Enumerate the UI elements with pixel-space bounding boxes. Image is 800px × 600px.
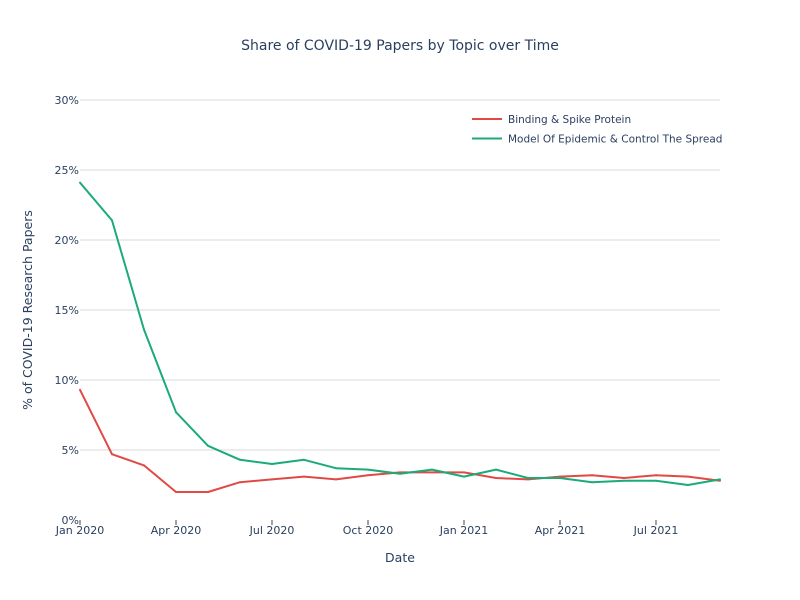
data-point[interactable] [495,468,497,471]
y-tick-label: 15% [55,304,79,317]
y-axis-ticks: 0% 5% 10% 15% 20% 25% 30% [55,94,79,527]
chart-title: Share of COVID-19 Papers by Topic over T… [241,38,559,54]
y-tick-label: 0% [62,514,79,527]
x-tick-label: Jul 2020 [249,524,295,537]
legend-label: Model Of Epidemic & Control The Spread [508,134,722,146]
x-tick-label: Jan 2021 [439,524,488,537]
series-line-2[interactable] [79,181,721,486]
data-point[interactable] [239,458,241,461]
data-point[interactable] [591,474,593,477]
data-point[interactable] [79,388,81,391]
data-point[interactable] [207,444,209,447]
data-point[interactable] [111,453,113,456]
legend[interactable]: Binding & Spike Protein Model Of Epidemic… [472,114,722,146]
data-point[interactable] [271,478,273,481]
x-tick-label: Jan 2020 [55,524,104,537]
data-point[interactable] [111,219,113,222]
series-line-1[interactable] [79,389,721,493]
data-point[interactable] [175,411,177,414]
x-tick-label: Oct 2020 [343,524,394,537]
x-axis-title: Date [385,550,415,565]
y-tick-label: 5% [62,444,79,457]
data-point[interactable] [591,481,593,484]
gridlines [80,99,720,451]
data-point[interactable] [719,478,721,481]
data-point[interactable] [431,468,433,471]
y-axis-title: % of COVID-19 Research Papers [20,210,35,410]
data-point[interactable] [303,458,305,461]
data-point[interactable] [143,328,145,331]
data-point[interactable] [463,471,465,474]
data-point[interactable] [143,464,145,467]
data-point[interactable] [463,475,465,478]
data-point[interactable] [79,181,81,184]
data-point[interactable] [623,477,625,479]
data-point[interactable] [271,463,273,465]
data-point[interactable] [207,491,209,493]
legend-item[interactable]: Model Of Epidemic & Control The Spread [472,134,722,146]
data-point[interactable] [367,468,369,471]
data-point[interactable] [303,475,305,478]
data-point[interactable] [623,479,625,482]
y-tick-label: 25% [55,164,79,177]
x-tick-label: Jul 2021 [633,524,679,537]
legend-item[interactable]: Binding & Spike Protein [472,114,631,126]
y-tick-label: 20% [55,234,79,247]
plot-area [79,181,721,493]
data-point[interactable] [655,479,657,482]
x-axis-ticks: Jan 2020 Apr 2020 Jul 2020 Oct 2020 Jan 2021… [55,520,679,537]
data-point[interactable] [335,478,337,481]
y-tick-label: 30% [55,94,79,107]
data-point[interactable] [175,491,177,493]
legend-label: Binding & Spike Protein [508,114,631,126]
data-point[interactable] [335,467,337,470]
x-tick-label: Apr 2021 [535,524,586,537]
data-point[interactable] [559,477,561,479]
x-tick-label: Apr 2020 [151,524,202,537]
y-tick-label: 10% [55,374,79,387]
data-point[interactable] [495,477,497,479]
data-point[interactable] [655,474,657,477]
data-point[interactable] [239,481,241,484]
data-point[interactable] [527,477,529,479]
data-point[interactable] [399,472,401,475]
data-point[interactable] [367,474,369,477]
data-point[interactable] [431,471,433,474]
data-point[interactable] [687,475,689,478]
data-point[interactable] [687,484,689,486]
